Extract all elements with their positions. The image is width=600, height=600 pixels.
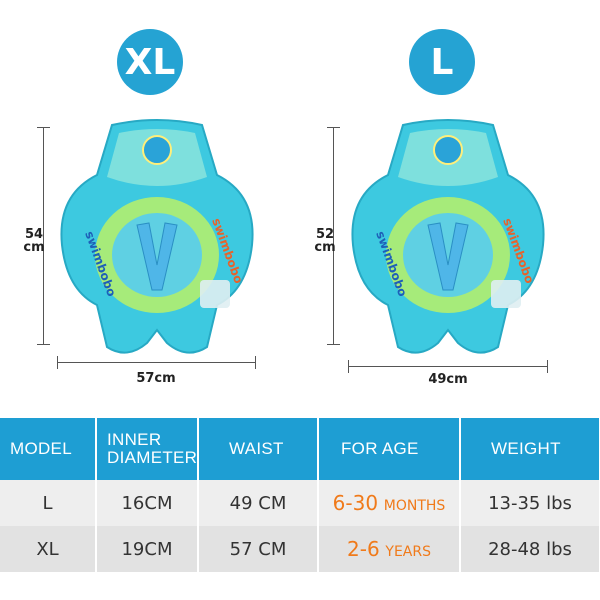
table-row: L 16CM 49 CM 6-30 MONTHS 13-35 lbs — [0, 480, 600, 526]
cell-weight: 13-35 lbs — [460, 480, 600, 526]
header-model: MODEL — [0, 418, 97, 480]
cell-for-age: 2-6 YEARS — [318, 526, 461, 572]
cell-inner-diameter: 16CM — [96, 480, 199, 526]
table-row: XL 19CM 57 CM 2-6 YEARS 28-48 lbs — [0, 526, 600, 572]
size-spec-table: MODEL INNER DIAMETER WAIST FOR AGE WEIGH… — [0, 418, 600, 572]
float-label-patch — [491, 280, 521, 308]
float-label-patch — [200, 280, 230, 308]
baby-swim-float-xl-image: swimbobo swimbobo — [60, 119, 254, 354]
float-seat-hole — [112, 213, 202, 297]
height-label-l: 52 cm — [314, 227, 336, 255]
float-seat-straps — [427, 222, 469, 291]
cell-waist: 49 CM — [198, 480, 319, 526]
cell-inner-diameter: 19CM — [96, 526, 199, 572]
width-dimension-line-xl — [57, 356, 256, 369]
baby-swim-float-l-image: swimbobo swimbobo — [351, 119, 545, 354]
width-label-xl: 57cm — [136, 371, 176, 386]
table-header-row: MODEL INNER DIAMETER WAIST FOR AGE WEIGH… — [0, 418, 600, 480]
header-weight: WEIGHT — [460, 418, 600, 480]
float-seat-hole — [403, 213, 493, 297]
size-badge-l: L — [409, 29, 475, 95]
header-for-age: FOR AGE — [318, 418, 461, 480]
cell-model: L — [0, 480, 97, 526]
width-dimension-line-l — [348, 360, 548, 373]
height-dimension-line-xl — [37, 127, 50, 345]
float-seat-straps — [136, 222, 178, 291]
height-label-xl: 54 cm — [23, 227, 45, 255]
width-label-l: 49cm — [428, 372, 468, 387]
cell-weight: 28-48 lbs — [460, 526, 600, 572]
size-badge-xl: XL — [117, 29, 183, 95]
header-waist: WAIST — [198, 418, 319, 480]
float-logo-emblem — [142, 135, 172, 165]
height-dimension-line-l — [327, 127, 340, 345]
float-logo-emblem — [433, 135, 463, 165]
header-inner-diameter: INNER DIAMETER — [96, 418, 199, 480]
cell-model: XL — [0, 526, 97, 572]
cell-waist: 57 CM — [198, 526, 319, 572]
cell-for-age: 6-30 MONTHS — [318, 480, 461, 526]
